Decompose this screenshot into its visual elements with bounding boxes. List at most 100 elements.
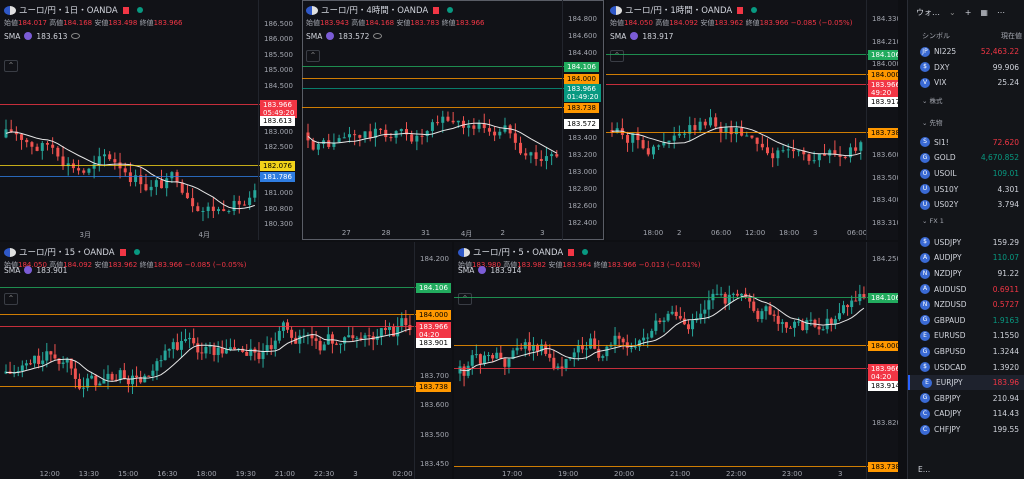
watchlist-row[interactable]: A AUDUSD 0.6911 (908, 282, 1024, 297)
watchlist-row[interactable]: E EURJPY 183.96 (908, 375, 1024, 391)
candles-canvas[interactable] (302, 0, 604, 240)
horizontal-line[interactable] (0, 326, 418, 327)
sma-indicator[interactable]: SMA 183.917 (610, 32, 673, 41)
eye-icon[interactable] (373, 33, 383, 39)
close-value: 183.966 (153, 19, 183, 27)
horizontal-line[interactable] (0, 104, 262, 105)
chart-title[interactable]: ユーロ/円・1時間・OANDA (610, 4, 758, 16)
watchlist-row[interactable]: $ USDCAD 1.3920 (908, 360, 1024, 375)
horizontal-line[interactable] (606, 54, 870, 55)
watchlist-section[interactable]: ⌄ 株式 (922, 95, 943, 105)
horizontal-line[interactable] (0, 165, 262, 166)
sma-indicator[interactable]: SMA 183.572 (306, 32, 383, 41)
flag-icon (568, 248, 575, 256)
chevron-icon[interactable]: ⌄ (922, 96, 928, 105)
watchlist-row[interactable]: C CADJPY 114.43 (908, 406, 1024, 421)
watchlist-section[interactable]: ⌄ 先物 (922, 117, 943, 127)
horizontal-line[interactable] (302, 78, 566, 79)
watchlist-row[interactable]: N NZDJPY 91.22 (908, 266, 1024, 281)
horizontal-line[interactable] (302, 88, 566, 89)
watchlist-row[interactable]: G GBPUSD 1.3244 (908, 344, 1024, 359)
watchlist-row[interactable]: $ DXY 99.906 (908, 60, 1024, 75)
candle (729, 127, 733, 135)
watchlist-header: ウォ… ⌄ + ▦ ⋯ (916, 7, 1021, 18)
candle (167, 349, 171, 351)
horizontal-line[interactable] (454, 368, 870, 369)
col-symbol[interactable]: シンボル (922, 32, 950, 40)
horizontal-line[interactable] (0, 314, 418, 315)
sma-indicator[interactable]: SMA 183.914 (458, 266, 521, 275)
candle (170, 172, 174, 179)
add-symbol-icon[interactable]: + (964, 8, 972, 17)
watchlist-row[interactable]: N NZDUSD 0.5727 (908, 297, 1024, 312)
horizontal-line[interactable] (454, 297, 870, 298)
chevron-down-icon[interactable]: ⌄ (949, 8, 956, 17)
candle (829, 318, 833, 324)
watchlist-row[interactable]: V VIX 25.24 (908, 75, 1024, 90)
candles-canvas[interactable] (606, 0, 898, 240)
collapse-legend-button[interactable]: ⌃ (610, 50, 624, 62)
horizontal-line[interactable] (302, 107, 566, 108)
chart-panel-5[interactable]: ユーロ/円・5・OANDA 始値183.980 高値183.982 安値183.9… (454, 242, 898, 479)
candle (98, 383, 102, 386)
horizontal-line[interactable] (0, 287, 418, 288)
candle (805, 320, 809, 331)
horizontal-line[interactable] (454, 345, 870, 346)
chart-panel-2[interactable]: ユーロ/円・4時間・OANDA 始値183.943 高値184.168 安値183… (302, 0, 604, 240)
watchlist-row[interactable]: G GBPJPY 210.94 (908, 391, 1024, 406)
watchlist-row[interactable]: $ USDJPY 159.29 (908, 235, 1024, 250)
horizontal-line[interactable] (0, 176, 262, 177)
watchlist-row[interactable]: S SI1! 72.620 (908, 135, 1024, 150)
chart-panel-1[interactable]: ユーロ/円・1日・OANDA 始値184.017 高値184.168 安値183.… (0, 0, 300, 240)
candles-canvas[interactable] (0, 0, 300, 240)
watchlist-title[interactable]: ウォ… (916, 8, 940, 17)
chart-title[interactable]: ユーロ/円・5・OANDA (458, 246, 589, 258)
sma-indicator[interactable]: SMA 183.613 (4, 32, 81, 41)
candle (224, 349, 228, 354)
horizontal-line[interactable] (606, 84, 870, 85)
watchlist-footer[interactable]: E… (918, 465, 931, 474)
watchlist-row[interactable]: A AUDJPY 110.07 (908, 250, 1024, 265)
candles-canvas[interactable] (0, 242, 452, 479)
horizontal-line[interactable] (606, 132, 870, 133)
watchlist-row[interactable]: C CHFJPY 199.55 (908, 422, 1024, 437)
watchlist-section[interactable]: ⌄ FX 1 (922, 217, 944, 225)
chart-title[interactable]: ユーロ/円・15・OANDA (4, 246, 140, 258)
horizontal-line[interactable] (302, 66, 566, 67)
chevron-icon[interactable]: ⌄ (922, 118, 928, 127)
chart-panel-4[interactable]: ユーロ/円・15・OANDA 始値184.050 高値184.092 安値183.… (0, 242, 452, 479)
candles-canvas[interactable] (454, 242, 898, 479)
eye-icon[interactable] (71, 33, 81, 39)
layout-icon[interactable]: ▦ (980, 8, 988, 17)
candle (86, 378, 90, 388)
price-tag-value: 184.000 (871, 342, 898, 350)
collapse-legend-button[interactable]: ⌃ (458, 293, 472, 305)
watchlist-row[interactable]: E EURUSD 1.1550 (908, 328, 1024, 343)
chart-title[interactable]: ユーロ/円・1日・OANDA (4, 4, 143, 16)
collapse-legend-button[interactable]: ⌃ (4, 60, 18, 72)
high-label: 高値 (351, 19, 366, 27)
watchlist-row[interactable]: O USOIL 109.01 (908, 166, 1024, 181)
candle (253, 190, 257, 198)
chevron-icon[interactable]: ⌄ (922, 216, 928, 225)
candle (49, 351, 53, 355)
more-icon[interactable]: ⋯ (996, 8, 1005, 17)
horizontal-line[interactable] (606, 74, 870, 75)
horizontal-line[interactable] (0, 386, 418, 387)
watchlist-row[interactable]: U US02Y 3.794 (908, 197, 1024, 212)
horizontal-line[interactable] (454, 466, 870, 467)
candle (139, 175, 143, 185)
sma-indicator[interactable]: SMA 183.901 (4, 266, 67, 275)
watchlist-row[interactable]: U US10Y 4.301 (908, 182, 1024, 197)
watchlist-row[interactable]: G GOLD 4,670.852 (908, 150, 1024, 165)
chart-title[interactable]: ユーロ/円・4時間・OANDA (306, 4, 454, 16)
candle (719, 293, 723, 295)
collapse-legend-button[interactable]: ⌃ (4, 293, 18, 305)
time-axis-label: 27 (341, 229, 351, 237)
watchlist-row[interactable]: JP NI225 52,463.22 (908, 44, 1024, 59)
col-price[interactable]: 現在値 (1001, 32, 1022, 40)
collapse-legend-button[interactable]: ⌃ (306, 50, 320, 62)
watchlist-row[interactable]: G GBPAUD 1.9163 (908, 313, 1024, 328)
chart-panel-3[interactable]: ユーロ/円・1時間・OANDA 始値184.050 高値184.092 安値183… (606, 0, 898, 240)
price-axis-label: 184.200 (420, 255, 449, 263)
